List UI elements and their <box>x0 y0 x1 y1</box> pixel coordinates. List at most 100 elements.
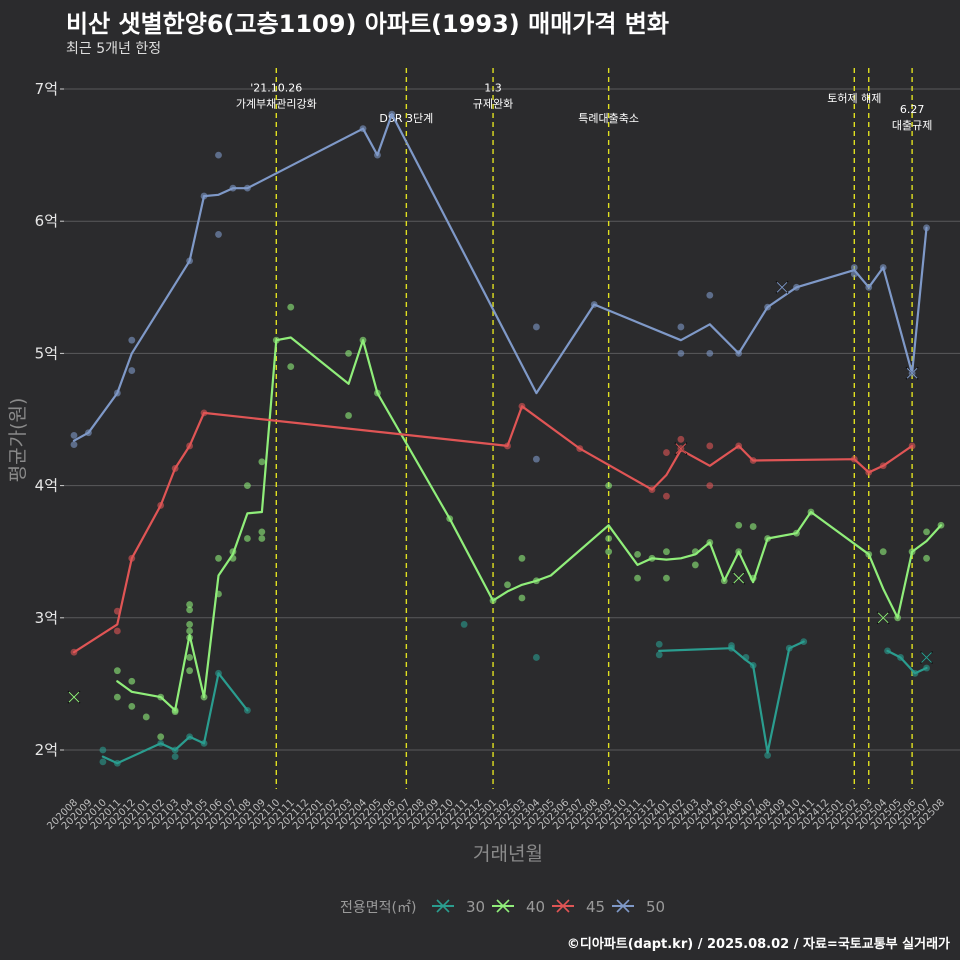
data-point <box>865 550 873 558</box>
data-point <box>142 713 150 721</box>
legend-item-50: 50 <box>612 898 665 916</box>
series-40 <box>67 303 945 741</box>
series-line <box>116 336 943 712</box>
data-point <box>807 508 815 516</box>
data-point <box>850 264 858 271</box>
data-point <box>171 465 179 472</box>
data-point <box>850 270 858 278</box>
data-point <box>70 648 78 656</box>
data-point <box>648 486 656 493</box>
series-45 <box>70 402 916 656</box>
source-caption: ©디아파트(dapt.kr) / 2025.08.02 / 자료=국토교통부 실… <box>566 937 950 952</box>
data-point <box>200 739 208 747</box>
data-point <box>374 389 381 397</box>
chart-title: 비산 샛별한양6(고층1109) 아파트(1993) 매매가격 변화 <box>66 10 669 38</box>
cross-stroke <box>906 367 918 379</box>
grid-lines <box>60 88 960 751</box>
data-point <box>663 492 670 500</box>
data-point <box>865 283 873 291</box>
cross-stroke <box>675 443 687 454</box>
data-point <box>287 303 295 311</box>
data-point <box>533 323 540 331</box>
legend-swatch-cross <box>496 899 510 913</box>
data-point <box>128 336 136 344</box>
data-point <box>374 151 381 159</box>
cross-marker <box>876 611 890 625</box>
y-tick-label: 6억 <box>35 212 58 230</box>
legend: 전용면적(㎡) 30 40 45 50 <box>340 898 665 916</box>
series-layer <box>67 110 945 767</box>
data-point <box>128 677 136 685</box>
data-point <box>706 482 714 489</box>
data-point <box>128 554 136 562</box>
series-line <box>72 113 928 442</box>
data-point <box>655 651 663 659</box>
data-point <box>113 667 121 675</box>
data-point <box>215 231 222 238</box>
event-annotation: '21.10.26 <box>250 82 302 95</box>
event-lines <box>275 68 913 789</box>
data-point <box>157 733 165 741</box>
data-point <box>258 535 266 542</box>
data-point <box>576 445 584 452</box>
data-point <box>850 455 858 463</box>
series-line <box>72 405 914 654</box>
data-point <box>504 442 511 450</box>
legend-swatch-cross <box>436 899 450 913</box>
data-point <box>879 264 887 271</box>
legend-label: 50 <box>646 898 665 916</box>
data-point <box>85 429 92 437</box>
data-point <box>518 554 526 562</box>
data-point <box>590 301 598 308</box>
data-point <box>272 336 280 344</box>
data-point <box>533 654 540 661</box>
data-point <box>897 654 904 661</box>
data-point <box>793 283 800 291</box>
data-point <box>186 667 194 675</box>
data-point <box>648 554 656 562</box>
data-point <box>113 693 121 701</box>
data-point <box>200 192 208 200</box>
data-point <box>749 457 757 464</box>
data-point <box>908 548 916 556</box>
y-tick-label: 5억 <box>35 344 58 362</box>
data-point <box>706 539 714 546</box>
y-axis-title: 평균가(원) <box>7 398 29 483</box>
data-point <box>215 590 222 598</box>
data-point <box>706 291 714 299</box>
data-point <box>691 548 699 556</box>
chart-subtitle: 최근 5개년 한정 <box>66 41 162 57</box>
data-point <box>229 554 237 562</box>
data-point <box>663 548 670 556</box>
event-annotation: 6.27 <box>900 103 925 116</box>
data-point <box>764 303 771 311</box>
legend-label: 45 <box>586 898 605 916</box>
legend-label: 40 <box>526 898 545 916</box>
data-point <box>489 597 497 605</box>
series-50 <box>70 110 930 463</box>
data-point <box>764 535 771 542</box>
event-annotation: 토허제 해제 <box>827 91 881 105</box>
y-tick-label: 2억 <box>35 741 58 759</box>
data-point <box>157 693 165 701</box>
data-point <box>749 574 757 582</box>
data-point <box>923 664 930 672</box>
data-point <box>186 654 194 661</box>
data-point <box>200 693 208 701</box>
data-point <box>157 739 165 747</box>
data-point <box>186 442 194 450</box>
data-point <box>186 257 194 265</box>
data-point <box>186 606 194 614</box>
data-point <box>720 577 728 585</box>
data-point <box>735 521 743 529</box>
data-point <box>186 634 194 642</box>
data-point <box>605 482 613 489</box>
data-point <box>677 435 685 443</box>
data-point <box>663 574 670 582</box>
data-point <box>258 528 266 536</box>
data-point <box>244 482 251 489</box>
cross-marker <box>67 690 81 704</box>
data-point <box>894 614 902 622</box>
cross-marker <box>905 366 919 380</box>
data-point <box>200 409 208 417</box>
